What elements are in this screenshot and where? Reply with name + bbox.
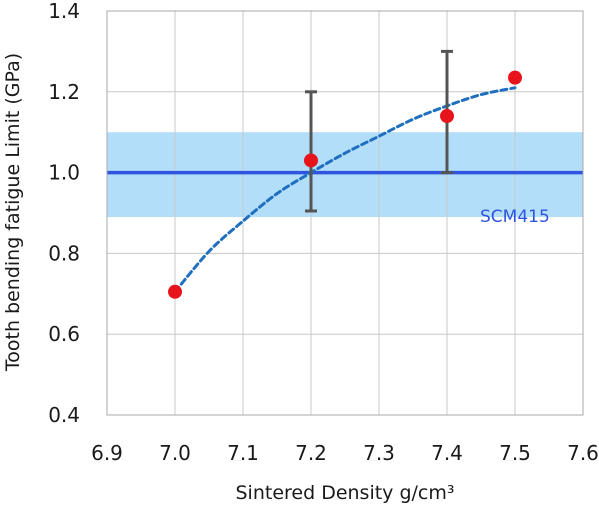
- y-tick-label: 0.4: [48, 403, 80, 427]
- y-tick-label: 1.4: [48, 0, 80, 23]
- x-tick-label: 6.9: [91, 441, 123, 465]
- reference-band: [107, 132, 583, 218]
- x-tick-label: 7.6: [567, 441, 599, 465]
- trend-curve-layer: [173, 86, 517, 294]
- y-axis-title: Tooth bending fatigue Limit (GPa): [2, 53, 24, 372]
- x-tick-label: 7.0: [159, 441, 191, 465]
- y-tick-label: 0.6: [48, 322, 80, 346]
- x-tick-label: 7.4: [431, 441, 463, 465]
- data-points-layer: [168, 70, 522, 299]
- x-tick-label: 7.5: [499, 441, 531, 465]
- x-tick-label: 7.1: [227, 441, 259, 465]
- tick-labels: 6.9 7.0 7.1 7.2 7.3 7.4 7.5 7.6 0.4 0.6 0.8 1.0 1.2 1…: [48, 0, 599, 465]
- x-axis-title: Sintered Density g/cm³: [235, 482, 454, 504]
- y-tick-label: 0.8: [48, 241, 80, 265]
- y-tick-label: 1.0: [48, 161, 80, 185]
- axes: [106, 10, 584, 416]
- plot-frame: [106, 10, 584, 416]
- x-tick-label: 7.2: [295, 441, 327, 465]
- data-point: [508, 70, 522, 85]
- data-point: [168, 284, 182, 299]
- trend-curve: [173, 86, 517, 294]
- reference-label: SCM415: [480, 207, 550, 227]
- x-tick-label: 7.3: [363, 441, 395, 465]
- data-point: [304, 153, 318, 168]
- reference-band-layer: [107, 132, 583, 218]
- data-point: [440, 109, 454, 124]
- y-tick-label: 1.2: [48, 80, 80, 104]
